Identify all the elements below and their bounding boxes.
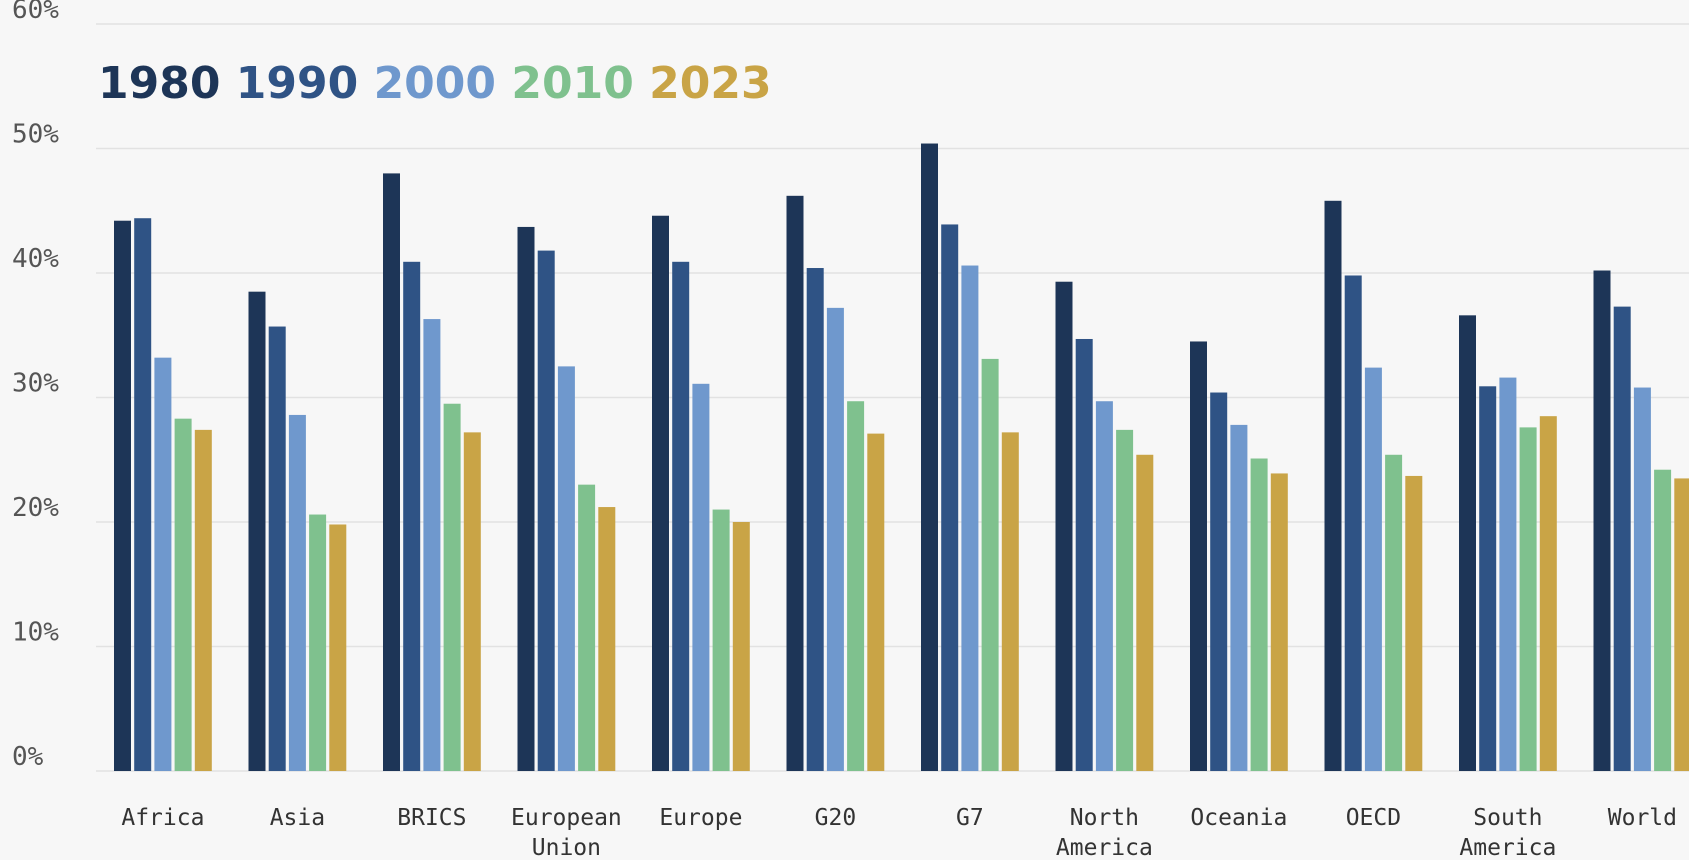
bar-2023	[1001, 432, 1019, 771]
category-label: Oceania	[1190, 805, 1287, 831]
category-label: South America	[1459, 805, 1556, 860]
bar-2023	[867, 433, 885, 771]
bar-2000	[1230, 424, 1248, 771]
bar-2000	[288, 414, 306, 771]
bar-2023	[1270, 473, 1288, 771]
bar-2000	[826, 307, 844, 771]
y-tick-label: 50%	[12, 120, 59, 150]
bar-1990	[1210, 392, 1228, 771]
category-label: BRICS	[397, 805, 466, 831]
legend-item-2000: 2000	[358, 58, 496, 109]
bar-1990	[537, 250, 555, 772]
bar-2000	[961, 265, 979, 771]
legend: 1980 1990 2000 2010 2023	[98, 58, 772, 109]
bar-2010	[1116, 429, 1134, 771]
gridlines	[96, 23, 1689, 772]
category-label: World	[1608, 805, 1677, 831]
bar-2000	[1499, 377, 1517, 771]
bar-2000	[692, 383, 710, 771]
bar-1980	[921, 143, 938, 771]
bar-2010	[712, 509, 730, 771]
y-tick-label: 40%	[12, 244, 59, 274]
bar-2023	[732, 522, 750, 771]
bar-2010	[1250, 458, 1268, 771]
bar-2000	[1633, 387, 1651, 771]
bar-2010	[1519, 427, 1537, 771]
bar-2000	[423, 319, 441, 771]
bar-2010	[847, 401, 865, 771]
y-tick-label: 0%	[12, 742, 44, 772]
x-axis-categories: Africa Asia BRICS European Union Europe G20 G7 N…	[121, 805, 1677, 860]
bar-2010	[174, 418, 192, 771]
bar-2023	[1539, 416, 1557, 771]
y-tick-label: 60%	[12, 0, 59, 25]
bar-1980	[517, 226, 535, 771]
bar-1980	[1190, 341, 1207, 771]
legend-item-1980: 1980	[98, 58, 220, 109]
bar-2010	[309, 514, 327, 771]
bar-1980	[1459, 315, 1476, 771]
bar-1990	[1075, 338, 1093, 771]
bar-1980	[1593, 270, 1611, 771]
bar-2023	[1405, 475, 1423, 771]
bar-1990	[403, 261, 421, 771]
bar-2010	[578, 484, 596, 771]
bar-1980	[383, 173, 400, 771]
legend-item-1990: 1990	[220, 58, 358, 109]
bar-2010	[443, 403, 461, 771]
bar-1990	[1479, 386, 1497, 771]
bar-1990	[134, 218, 152, 772]
category-label: G7	[956, 805, 984, 831]
category-label: OECD	[1346, 805, 1401, 831]
bar-2000	[557, 366, 575, 771]
bar-1980	[786, 195, 804, 771]
bar-2023	[598, 507, 616, 771]
bar-1990	[1613, 306, 1631, 771]
bar-2000	[1095, 401, 1113, 771]
legend-item-2010: 2010	[496, 58, 634, 109]
bar-2000	[154, 357, 172, 771]
bars	[114, 143, 1689, 772]
category-label: Africa	[121, 805, 204, 831]
bar-1980	[652, 215, 669, 772]
bar-2000	[1364, 367, 1382, 771]
y-tick-label: 10%	[12, 618, 59, 648]
bar-2010	[1385, 454, 1403, 771]
bar-2010	[981, 358, 999, 771]
category-label: North America	[1056, 805, 1153, 860]
bar-1980	[1055, 281, 1073, 771]
bar-1980	[114, 220, 131, 771]
bar-2023	[463, 432, 481, 771]
bar-2023	[194, 429, 212, 771]
bar-2023	[1136, 454, 1154, 771]
category-label: Europe	[659, 805, 742, 831]
bar-2023	[1674, 478, 1689, 771]
category-label: European Union	[511, 805, 622, 860]
bar-2023	[329, 524, 347, 771]
bar-1990	[268, 326, 286, 771]
category-label: Asia	[270, 805, 325, 831]
bar-1990	[1344, 275, 1362, 771]
bar-1980	[1324, 200, 1342, 772]
bar-1990	[806, 268, 824, 771]
category-label: G20	[815, 805, 857, 831]
legend-item-2023: 2023	[634, 58, 772, 109]
y-axis-ticks: 0% 10% 20% 30% 40% 50% 60%	[12, 0, 59, 772]
y-tick-label: 30%	[12, 369, 59, 399]
y-tick-label: 20%	[12, 493, 59, 523]
bar-2010	[1654, 469, 1672, 771]
bar-1990	[672, 261, 690, 771]
bar-1990	[941, 224, 959, 771]
bar-1980	[248, 291, 266, 771]
